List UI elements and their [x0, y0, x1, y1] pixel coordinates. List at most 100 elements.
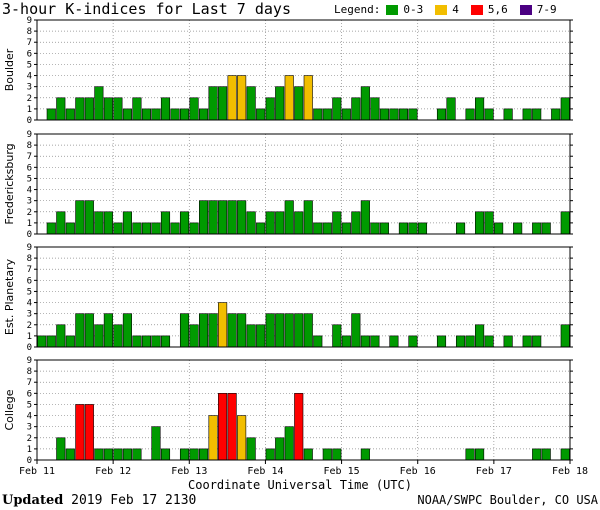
bar-fredericksburg — [284, 200, 294, 235]
bar-est-planetary — [75, 313, 85, 348]
bar-boulder — [113, 97, 123, 121]
bar-est-planetary — [189, 324, 199, 348]
bar-fredericksburg — [494, 222, 504, 235]
panel-label-boulder: Boulder — [3, 48, 16, 91]
bar-boulder — [446, 97, 456, 121]
y-tick-label: 9 — [27, 130, 32, 140]
bar-fredericksburg — [151, 222, 161, 235]
bar-college — [246, 437, 256, 461]
panel-frame-college — [36, 359, 571, 461]
bar-fredericksburg — [417, 222, 428, 235]
bar-boulder — [199, 108, 209, 121]
bar-boulder — [436, 108, 447, 121]
bar-college — [303, 448, 313, 461]
bar-college — [122, 448, 132, 461]
bar-college — [65, 448, 75, 461]
bar-est-planetary — [436, 335, 447, 348]
bar-est-planetary — [132, 335, 142, 348]
y-tick-label: 0 — [27, 116, 32, 126]
y-tick-label: 1 — [27, 445, 32, 455]
bar-boulder — [208, 86, 218, 121]
bar-boulder — [389, 108, 399, 121]
legend-item-4: 4 — [435, 3, 459, 16]
legend-item-7-9: 7-9 — [519, 3, 557, 16]
bar-college — [275, 437, 285, 461]
bar-est-planetary — [503, 335, 513, 348]
bar-boulder — [94, 86, 104, 121]
bar-boulder — [227, 75, 237, 121]
y-tick-label: 6 — [27, 163, 32, 173]
bar-fredericksburg — [170, 222, 180, 235]
bar-boulder — [503, 108, 513, 121]
bar-boulder — [551, 108, 561, 121]
bar-est-planetary — [199, 313, 209, 348]
bar-boulder — [522, 108, 532, 121]
bar-fredericksburg — [132, 222, 142, 235]
bar-boulder — [189, 97, 199, 121]
bar-boulder — [237, 75, 247, 121]
bar-est-planetary — [113, 324, 123, 348]
y-tick-label: 0 — [27, 230, 32, 240]
bar-fredericksburg — [75, 200, 85, 235]
y-tick-label: 8 — [27, 141, 32, 151]
y-tick-label: 8 — [27, 254, 32, 264]
bar-fredericksburg — [94, 211, 104, 235]
bar-college — [322, 448, 332, 461]
x-tick-label: Feb 12 — [95, 466, 131, 477]
x-axis-label: Coordinate Universal Time (UTC) — [188, 478, 412, 492]
bar-fredericksburg — [475, 211, 485, 235]
bar-est-planetary — [218, 302, 228, 348]
y-tick-label: 9 — [27, 16, 32, 26]
bar-est-planetary — [303, 313, 313, 348]
bar-est-planetary — [455, 335, 466, 348]
bar-college — [332, 448, 342, 461]
bar-fredericksburg — [532, 222, 542, 235]
bar-boulder — [141, 108, 152, 121]
bar-boulder — [218, 86, 228, 121]
bar-boulder — [122, 108, 132, 121]
chart-title: 3-hour K-indices for Last 7 days — [2, 0, 291, 18]
bar-boulder — [313, 108, 323, 121]
y-tick-label: 4 — [27, 186, 32, 196]
y-tick-label: 2 — [27, 208, 32, 218]
y-tick-label: 5 — [27, 400, 32, 410]
bar-est-planetary — [84, 313, 94, 348]
bar-boulder — [265, 97, 275, 121]
bar-est-planetary — [179, 313, 190, 348]
panel-frame-fredericksburg — [36, 133, 571, 235]
bar-college — [199, 448, 209, 461]
y-tick-label: 7 — [27, 378, 32, 388]
x-tick-label: Feb 17 — [476, 466, 512, 477]
bar-fredericksburg — [179, 211, 190, 235]
bar-boulder — [351, 97, 361, 121]
bar-boulder — [65, 108, 75, 121]
bar-boulder — [484, 108, 494, 121]
bar-fredericksburg — [56, 211, 66, 235]
bar-boulder — [398, 108, 408, 121]
legend-text-7-9: 7-9 — [536, 3, 557, 16]
bar-boulder — [465, 108, 475, 121]
bar-college — [237, 415, 247, 461]
y-tick-label: 5 — [27, 60, 32, 70]
y-tick-label: 8 — [27, 27, 32, 37]
bar-boulder — [75, 97, 85, 121]
bar-est-planetary — [294, 313, 304, 348]
bar-college — [94, 448, 104, 461]
bar-est-planetary — [265, 313, 275, 348]
bar-fredericksburg — [189, 222, 199, 235]
bar-college — [465, 448, 475, 461]
bar-fredericksburg — [46, 222, 56, 235]
bar-est-planetary — [484, 335, 494, 348]
bar-boulder — [284, 75, 294, 121]
bar-fredericksburg — [360, 200, 370, 235]
x-tick-label: Feb 11 — [19, 466, 55, 477]
legend-swatch-4 — [435, 4, 448, 15]
bar-est-planetary — [522, 335, 532, 348]
y-tick-label: 6 — [27, 276, 32, 286]
bar-boulder — [332, 97, 342, 121]
x-tick-label: Feb 13 — [171, 466, 207, 477]
y-tick-label: 6 — [27, 49, 32, 59]
bar-fredericksburg — [408, 222, 418, 235]
bar-college — [189, 448, 199, 461]
y-tick-label: 4 — [27, 72, 32, 82]
